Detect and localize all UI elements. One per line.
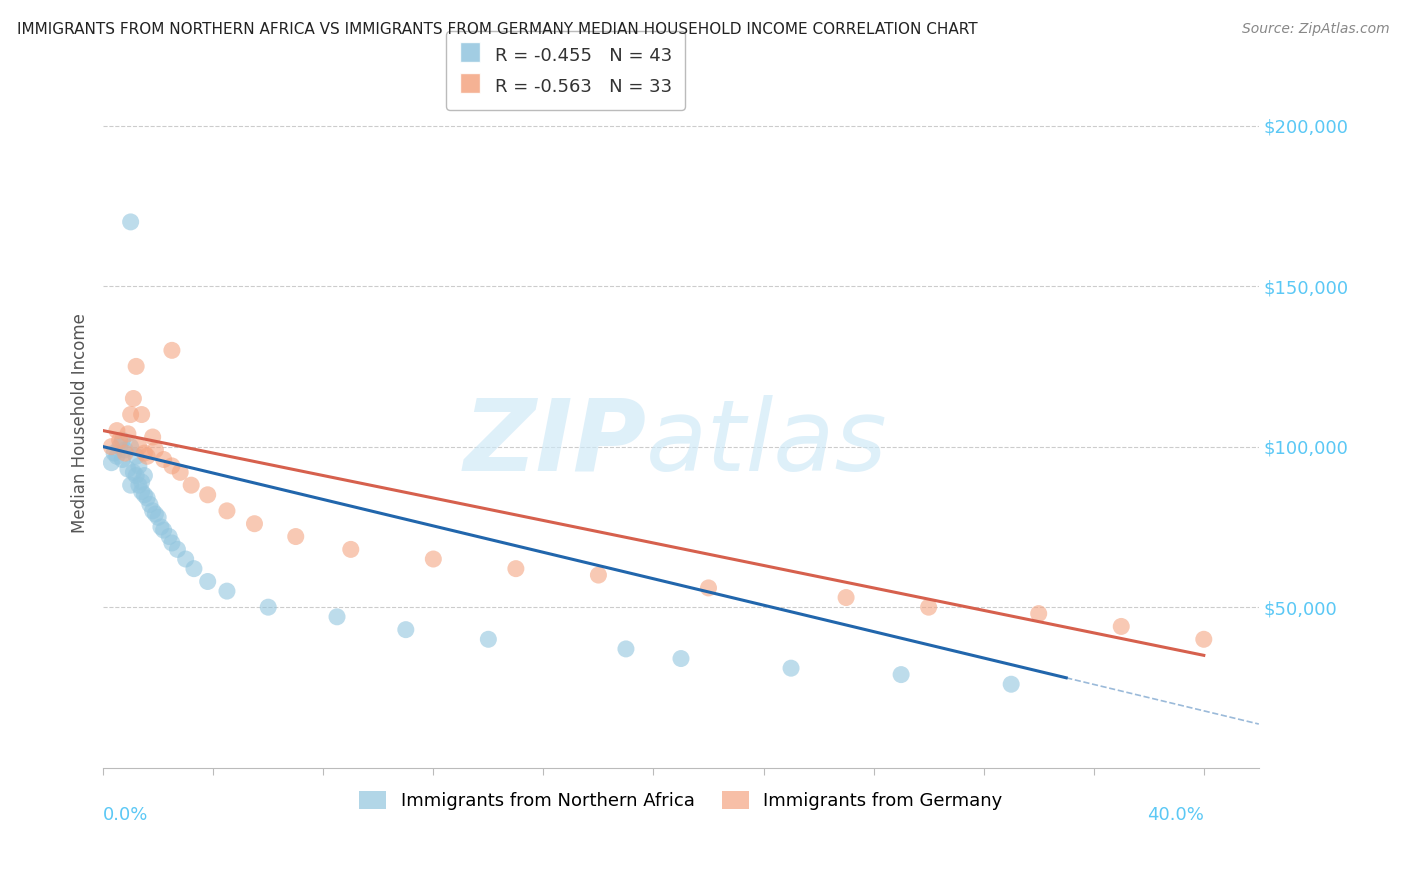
Point: [326, 609, 349, 624]
Point: [108, 440, 131, 454]
Point: [136, 491, 159, 505]
Point: [120, 478, 142, 492]
Point: [122, 466, 145, 480]
Text: 0.0%: 0.0%: [103, 805, 149, 823]
Point: [166, 542, 188, 557]
Point: [197, 574, 219, 589]
Point: [152, 523, 174, 537]
Text: IMMIGRANTS FROM NORTHERN AFRICA VS IMMIGRANTS FROM GERMANY MEDIAN HOUSEHOLD INCO: IMMIGRANTS FROM NORTHERN AFRICA VS IMMIG…: [17, 22, 977, 37]
Point: [114, 446, 136, 460]
Point: [477, 632, 499, 647]
Point: [197, 488, 219, 502]
Point: [105, 424, 128, 438]
Point: [142, 430, 165, 444]
Point: [1109, 619, 1132, 633]
Point: [152, 452, 174, 467]
Point: [505, 562, 527, 576]
Point: [146, 510, 169, 524]
Point: [183, 562, 205, 576]
Point: [145, 507, 167, 521]
Point: [120, 215, 142, 229]
Point: [1028, 607, 1050, 621]
Point: [160, 343, 183, 358]
Point: [117, 462, 139, 476]
Point: [105, 450, 128, 464]
Point: [157, 530, 180, 544]
Point: [588, 568, 610, 582]
Legend: Immigrants from Northern Africa, Immigrants from Germany: Immigrants from Northern Africa, Immigra…: [349, 780, 1014, 821]
Point: [139, 498, 162, 512]
Point: [614, 641, 637, 656]
Point: [134, 468, 156, 483]
Point: [134, 488, 156, 502]
Point: [174, 552, 197, 566]
Point: [1192, 632, 1215, 647]
Text: Source: ZipAtlas.com: Source: ZipAtlas.com: [1241, 22, 1389, 37]
Point: [669, 651, 692, 665]
Point: [339, 542, 361, 557]
Point: [780, 661, 803, 675]
Point: [100, 456, 122, 470]
Point: [103, 446, 125, 460]
Point: [108, 434, 131, 448]
Point: [180, 478, 202, 492]
Point: [215, 584, 238, 599]
Point: [136, 450, 159, 464]
Point: [890, 667, 912, 681]
Point: [128, 440, 150, 454]
Point: [128, 478, 150, 492]
Point: [395, 623, 418, 637]
Point: [215, 504, 238, 518]
Point: [243, 516, 266, 531]
Point: [128, 458, 150, 473]
Point: [917, 600, 939, 615]
Point: [125, 468, 148, 483]
Point: [145, 442, 167, 457]
Point: [131, 475, 153, 489]
Point: [111, 452, 134, 467]
Point: [169, 466, 191, 480]
Text: atlas: atlas: [647, 395, 889, 491]
Text: 40.0%: 40.0%: [1147, 805, 1204, 823]
Point: [111, 434, 134, 448]
Point: [257, 600, 280, 615]
Point: [100, 440, 122, 454]
Point: [284, 530, 307, 544]
Point: [114, 442, 136, 457]
Point: [422, 552, 444, 566]
Point: [160, 536, 183, 550]
Point: [697, 581, 720, 595]
Point: [120, 440, 142, 454]
Point: [134, 446, 156, 460]
Point: [122, 392, 145, 406]
Point: [120, 408, 142, 422]
Point: [142, 504, 165, 518]
Point: [131, 484, 153, 499]
Text: ZIP: ZIP: [464, 395, 647, 491]
Point: [1000, 677, 1022, 691]
Point: [125, 450, 148, 464]
Y-axis label: Median Household Income: Median Household Income: [72, 312, 89, 533]
Point: [835, 591, 858, 605]
Point: [117, 426, 139, 441]
Point: [125, 359, 148, 374]
Point: [160, 458, 183, 473]
Point: [131, 408, 153, 422]
Point: [149, 520, 172, 534]
